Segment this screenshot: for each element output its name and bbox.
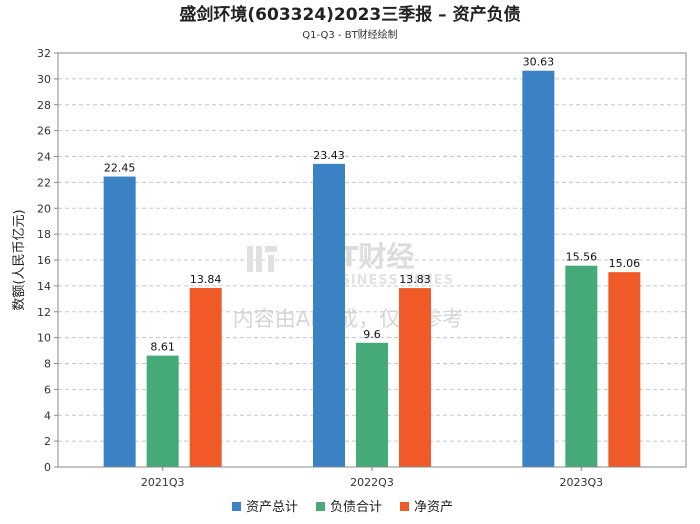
y-axis-label: 数额(人民币亿元)	[12, 209, 27, 310]
bar	[189, 287, 222, 467]
bar	[356, 342, 388, 467]
y-tick-label: 20	[37, 202, 51, 215]
bar	[522, 70, 555, 468]
chart-title: 盛剑环境(603324)2023三季报 – 资产负债	[179, 4, 520, 25]
y-tick-label: 12	[37, 306, 51, 319]
x-category-label: 2021Q3	[141, 476, 185, 489]
legend-swatch	[316, 502, 325, 511]
y-tick-label: 6	[44, 383, 51, 396]
bar-value-label: 23.43	[313, 149, 345, 162]
bar-value-label: 15.06	[609, 257, 641, 270]
y-tick-label: 4	[44, 409, 51, 422]
bar	[146, 355, 179, 467]
bar-value-label: 9.6	[363, 328, 381, 341]
y-tick-label: 14	[37, 280, 51, 293]
x-category-label: 2023Q3	[560, 476, 604, 489]
bar	[313, 163, 345, 467]
bar-value-label: 30.63	[523, 56, 555, 69]
bar	[608, 272, 641, 467]
y-tick-label: 32	[37, 47, 51, 60]
watermark-logo-icon	[247, 246, 277, 272]
y-tick-label: 0	[44, 461, 51, 474]
bar-value-label: 22.45	[104, 162, 136, 175]
legend: 资产总计 负债合计 净资产	[232, 500, 453, 515]
y-tick-label: 8	[44, 358, 51, 371]
bar-value-label: 15.56	[566, 251, 598, 264]
y-tick-label: 10	[37, 332, 51, 345]
bar-value-label: 8.61	[150, 341, 175, 354]
bars	[103, 70, 641, 468]
watermark-sub-text: BUSINESS TIMES	[318, 273, 454, 288]
chart-subtitle: Q1-Q3 - BT财经绘制	[302, 28, 397, 41]
y-tick-label: 24	[37, 151, 51, 164]
y-tick-label: 22	[37, 176, 51, 189]
bar	[399, 288, 431, 467]
y-tick-label: 28	[37, 99, 51, 112]
y-tick-label: 26	[37, 125, 51, 138]
bar-value-label: 13.84	[190, 273, 222, 286]
x-category-label: 2022Q3	[350, 476, 394, 489]
y-tick-label: 30	[37, 73, 51, 86]
legend-swatch	[400, 502, 409, 511]
bar	[565, 265, 598, 467]
value-labels: 22.45 8.61 13.84 23.43 9.6 13.83 30.63 15.56 15.…	[104, 56, 640, 354]
y-tick-label: 16	[37, 254, 51, 267]
bar-value-label: 13.83	[399, 273, 431, 286]
watermark: BT财经 BUSINESS TIMES 内容由AI生成，仅供参考	[233, 240, 464, 331]
y-tick-label: 2	[44, 435, 51, 448]
y-tick-label: 18	[37, 228, 51, 241]
bar	[103, 176, 136, 467]
legend-label: 净资产	[414, 500, 453, 515]
x-axis-categories: 2021Q3 2022Q3 2023Q3	[141, 467, 603, 489]
legend-swatch	[232, 502, 241, 511]
legend-label: 负债合计	[330, 500, 382, 515]
legend-label: 资产总计	[246, 500, 298, 515]
